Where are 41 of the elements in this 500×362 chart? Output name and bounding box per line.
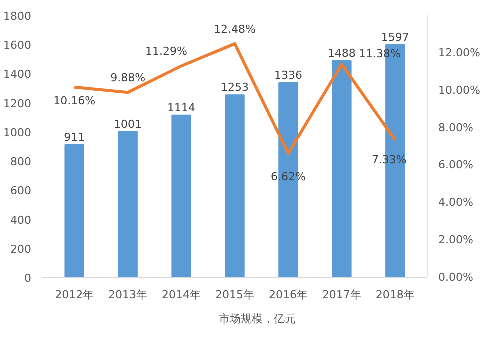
bar [225, 94, 245, 278]
y-tick-label: 200 [10, 242, 32, 256]
x-tick-label: 2012年 [55, 288, 94, 302]
data-label: 11.29% [146, 45, 188, 58]
bar [332, 60, 352, 278]
data-label: 1001 [114, 118, 142, 131]
y-tick-label: 1000 [4, 126, 32, 140]
bar [172, 114, 192, 278]
data-label: 10.16% [54, 94, 96, 108]
y2-tick-label: 0.00% [438, 271, 474, 284]
data-label: 1336 [274, 69, 302, 82]
data-label: 12.48% [214, 22, 256, 36]
x-tick-label: 2018年 [376, 288, 415, 302]
y2-tick-label: 2.00% [438, 234, 474, 247]
data-label: 911 [64, 130, 86, 144]
y2-tick-label: 6.00% [438, 158, 474, 172]
text: 市场规模，亿元 [219, 312, 296, 326]
y-tick-label: 400 [10, 214, 32, 227]
y-tick-label: 1400 [4, 68, 32, 82]
y2-tick-label: 4.00% [438, 196, 474, 210]
y-tick-label: 1600 [4, 39, 32, 52]
y-tick-label: 1800 [4, 10, 32, 23]
x-tick-label: 2015年 [216, 288, 255, 302]
x-tick-label: 2013年 [108, 288, 148, 302]
y2-tick-label: 8.00% [438, 121, 474, 134]
y2-tick-label: 10.00% [438, 84, 480, 97]
data-label: 1253 [221, 81, 250, 94]
data-label: 1488 [328, 46, 356, 60]
y-tick-label: 600 [10, 184, 32, 198]
y-tick-label: 800 [10, 156, 32, 169]
y2-tick-label: 12.00% [438, 46, 480, 60]
y-tick-label: 0 [24, 272, 32, 285]
x-tick-label: 2016年 [268, 288, 308, 302]
data-label: 9.88% [110, 72, 146, 85]
data-label: 1597 [381, 31, 410, 44]
data-label: 1114 [168, 101, 196, 114]
x-tick-label: 2014年 [162, 288, 202, 302]
x-tick-label: 2017年 [322, 288, 362, 302]
y-tick-label: 1200 [4, 97, 32, 110]
bar [118, 131, 138, 278]
bar [64, 144, 84, 278]
